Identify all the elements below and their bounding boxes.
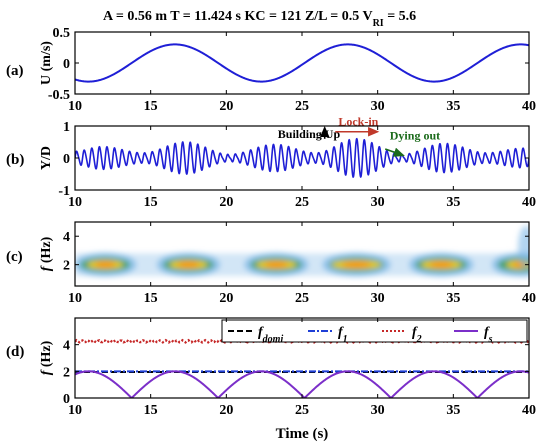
- annotation-1: Lock-in: [338, 114, 378, 128]
- x-tick-label: 40: [522, 403, 536, 418]
- x-tick-label: 25: [295, 403, 309, 418]
- annotation-2: Dying out: [390, 128, 440, 142]
- x-tick-label: 25: [295, 291, 309, 306]
- blob-3-peak: [341, 262, 372, 268]
- y-tick-label: 0: [63, 152, 70, 167]
- y-tick-label: 1: [63, 120, 70, 135]
- blob-4-peak: [429, 262, 454, 268]
- header-part: A = 0.56 m T = 11.424 s KC = 121 Z/L = 0…: [103, 9, 373, 24]
- plot-content: [75, 43, 529, 83]
- annotation-0: Building Up: [278, 127, 341, 141]
- legend-label-s: fs: [484, 325, 493, 345]
- x-tick-label: 20: [219, 195, 233, 210]
- blob-0-peak: [94, 262, 116, 268]
- blob-2-peak: [264, 262, 289, 268]
- x-tick-label: 15: [144, 291, 158, 306]
- annotation-arrow-2: [384, 147, 405, 157]
- y-axis-label: Y/D: [39, 146, 54, 170]
- y-axis-label: U (m/s): [39, 41, 54, 85]
- y-tick-label: 2: [63, 365, 70, 380]
- x-axis-label: Time (s): [276, 426, 329, 442]
- panel-letter: (b): [6, 152, 24, 168]
- x-tick-label: 30: [371, 99, 385, 114]
- y-tick-label: 4: [63, 339, 70, 354]
- legend-label-2: f2: [412, 325, 422, 345]
- x-tick-label: 40: [522, 99, 536, 114]
- x-tick-label: 10: [68, 195, 82, 210]
- x-tick-label: 30: [371, 195, 385, 210]
- plot-area: [75, 32, 529, 94]
- panel-letter: (a): [6, 63, 24, 79]
- x-tick-label: 15: [144, 403, 158, 418]
- edge-tail: [517, 225, 529, 270]
- panel-letter: (d): [6, 344, 24, 360]
- x-tick-label: 35: [446, 291, 460, 306]
- x-tick-label: 40: [522, 195, 536, 210]
- x-tick-label: 25: [295, 99, 309, 114]
- header-part: RI: [373, 18, 384, 29]
- x-tick-label: 35: [446, 195, 460, 210]
- x-tick-label: 20: [219, 99, 233, 114]
- x-tick-label: 10: [68, 99, 82, 114]
- x-tick-label: 35: [446, 99, 460, 114]
- y-tick-label: 4: [63, 230, 70, 245]
- velocity-line: [75, 43, 529, 83]
- x-tick-label: 15: [144, 195, 158, 210]
- plot-content: [75, 137, 529, 179]
- legend-label-domi: fdomi: [258, 325, 283, 345]
- x-tick-label: 10: [68, 403, 82, 418]
- x-tick-label: 30: [371, 403, 385, 418]
- x-tick-label: 40: [522, 291, 536, 306]
- panel-c: 10 15 20 25 30 35 40 2 4 (c) f (Hz): [6, 221, 536, 306]
- legend-label-1: f1: [338, 325, 348, 345]
- panel-a: 10 15 20 25 30 35 40 -0.5 0 0.5 (a) U (m/s): [6, 26, 536, 114]
- panel-d: fdomi f1 f2 fs 10 15 20 25 30 35 40 0 2 4 (d) f (Hz) Tim…: [6, 317, 536, 442]
- spectrogram: [75, 225, 529, 277]
- panels: 10 15 20 25 30 35 40-0.500.5(a) U (m/s)Building…: [6, 26, 536, 442]
- x-tick-label: 35: [446, 403, 460, 418]
- y-axis-label: f (Hz): [39, 236, 54, 271]
- legend-box: [221, 319, 528, 343]
- y-tick-label: 0.5: [53, 26, 71, 41]
- x-tick-label: 30: [371, 291, 385, 306]
- y-tick-label: -1: [58, 184, 70, 199]
- blob-1-peak: [177, 262, 200, 268]
- y-tick-label: -0.5: [48, 88, 70, 103]
- panel-letter: (c): [6, 249, 23, 265]
- y-axis-label: f (Hz): [39, 340, 54, 375]
- x-tick-label: 20: [219, 403, 233, 418]
- y-tick-label: 0: [63, 392, 70, 407]
- legend: fdomi f1 f2 fs: [221, 319, 528, 345]
- displacement-line: [75, 137, 529, 179]
- x-tick-label: 10: [68, 291, 82, 306]
- figure-header: A = 0.56 m T = 11.424 s KC = 121 Z/L = 0…: [103, 9, 416, 29]
- plot-content: [75, 225, 529, 277]
- x-tick-label: 15: [144, 99, 158, 114]
- header-part: = 5.6: [384, 9, 416, 24]
- x-tick-label: 20: [219, 291, 233, 306]
- x-tick-label: 25: [295, 195, 309, 210]
- y-tick-label: 0: [63, 57, 70, 72]
- y-tick-label: 2: [63, 259, 70, 274]
